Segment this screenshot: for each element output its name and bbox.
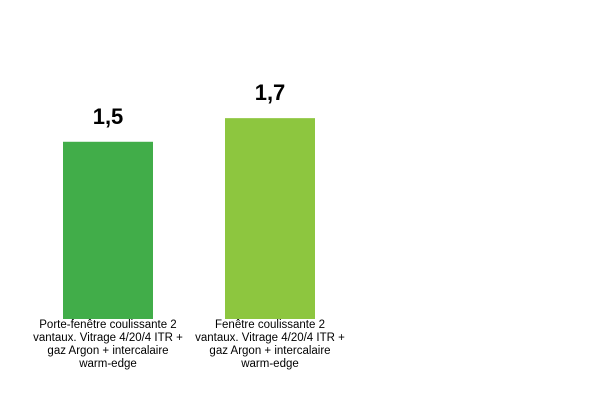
value-label-2: 1,7 [255,80,286,105]
value-labels-group: 1,5 1,7 [93,80,286,129]
value-label-1: 1,5 [93,104,124,129]
bar-2 [225,118,315,319]
category-label-2: Fenêtre coulissante 2 vantaux. Vitrage 4… [195,319,345,370]
category-label-1: Porte-fenêtre coulissante 2 vantaux. Vit… [33,319,183,370]
bar-1 [63,141,153,319]
bars-group [63,118,315,319]
